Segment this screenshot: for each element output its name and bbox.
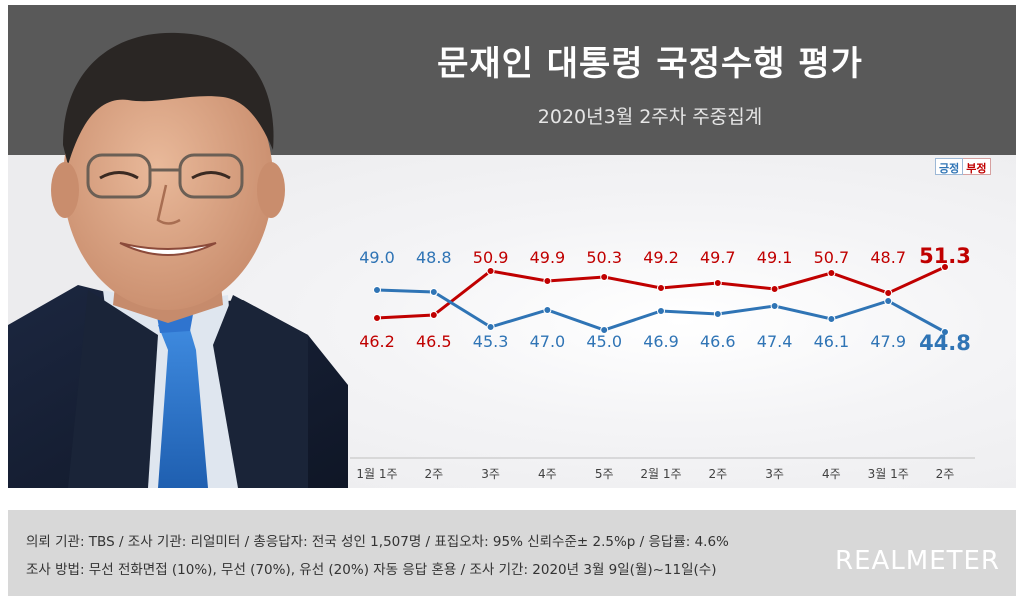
- brand-logo: REALMETER: [835, 546, 1000, 576]
- x-tick-label: 1월 1주: [356, 467, 397, 481]
- data-label-positive: 49.0: [359, 248, 395, 267]
- data-label-negative: 50.3: [586, 248, 622, 267]
- data-point-negative: [373, 314, 381, 322]
- data-point-positive: [827, 315, 836, 323]
- chart-legend: 긍정 부정: [935, 158, 991, 175]
- x-tick-label: 5주: [595, 467, 614, 481]
- data-point-positive: [600, 326, 609, 334]
- data-label-negative: 51.3: [919, 244, 971, 268]
- footer-survey-info: 의뢰 기관: TBS / 조사 기관: 리얼미터 / 총응답자: 전국 성인 1…: [26, 534, 729, 550]
- x-tick-label: 2주: [936, 467, 955, 481]
- president-portrait: [8, 32, 348, 488]
- data-label-negative: 46.2: [359, 332, 395, 351]
- data-point-negative: [657, 284, 665, 292]
- footer: 의뢰 기관: TBS / 조사 기관: 리얼미터 / 총응답자: 전국 성인 1…: [8, 510, 1016, 596]
- x-tick-label: 2주: [424, 467, 443, 481]
- data-label-positive: 45.0: [586, 332, 622, 351]
- data-point-positive: [884, 297, 893, 305]
- data-label-positive: 47.9: [870, 332, 906, 351]
- data-point-negative: [827, 269, 836, 277]
- data-label-positive: 47.4: [757, 332, 793, 351]
- data-point-negative: [941, 263, 949, 271]
- data-point-positive: [543, 306, 552, 314]
- data-label-negative: 49.2: [643, 248, 679, 267]
- page-title: 문재인 대통령 국정수행 평가: [437, 44, 863, 84]
- data-label-negative: 46.5: [416, 332, 452, 351]
- x-tick-label: 3주: [481, 467, 500, 481]
- x-tick-label: 4주: [822, 467, 841, 481]
- data-point-positive: [657, 307, 665, 315]
- data-label-positive: 47.0: [530, 332, 566, 351]
- x-tick-label: 2주: [708, 467, 727, 481]
- data-point-negative: [884, 289, 893, 297]
- x-tick-label: 3주: [765, 467, 784, 481]
- data-label-negative: 49.1: [757, 248, 793, 267]
- data-point-positive: [941, 328, 949, 336]
- data-label-positive: 48.8: [416, 248, 452, 267]
- data-label-positive: 45.3: [473, 332, 509, 351]
- footer-survey-method: 조사 방법: 무선 전화면접 (10%), 무선 (70%), 유선 (20%)…: [26, 562, 717, 578]
- page-subtitle: 2020년3월 2주차 주중집계: [537, 106, 763, 128]
- data-point-negative: [600, 273, 609, 281]
- x-tick-label: 4주: [538, 467, 557, 481]
- data-label-positive: 46.6: [700, 332, 736, 351]
- data-label-positive: 44.8: [919, 331, 971, 355]
- legend-positive: 긍정: [935, 158, 964, 175]
- data-label-negative: 48.7: [870, 248, 906, 267]
- data-point-negative: [543, 277, 552, 285]
- data-label-negative: 49.9: [530, 248, 566, 267]
- data-label-negative: 50.7: [814, 248, 850, 267]
- data-point-positive: [713, 310, 722, 318]
- x-tick-label: 2월 1주: [640, 467, 681, 481]
- data-label-positive: 46.9: [643, 332, 679, 351]
- data-point-positive: [486, 323, 495, 331]
- data-point-positive: [429, 288, 438, 296]
- data-point-negative: [486, 267, 495, 275]
- data-point-negative: [713, 279, 722, 287]
- data-point-negative: [770, 285, 779, 293]
- data-label-negative: 50.9: [473, 248, 509, 267]
- data-point-positive: [770, 302, 779, 310]
- data-label-positive: 46.1: [814, 332, 850, 351]
- data-point-positive: [373, 286, 381, 294]
- data-label-negative: 49.7: [700, 248, 736, 267]
- data-point-negative: [429, 311, 438, 319]
- legend-negative: 부정: [963, 158, 991, 175]
- x-tick-label: 3월 1주: [868, 467, 909, 481]
